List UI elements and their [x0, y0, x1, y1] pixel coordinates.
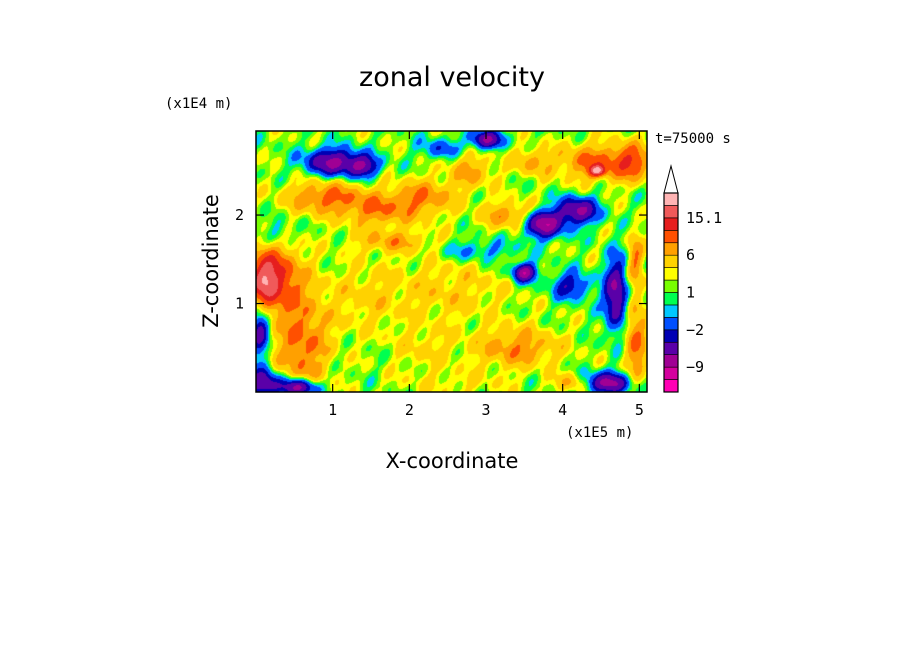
y-tick-label-0: 1	[235, 295, 244, 313]
chart-title: zonal velocity	[359, 62, 545, 93]
heatmap-field	[256, 131, 647, 392]
colorbar-bin-14	[663, 205, 679, 219]
time-label: t=75000 s	[655, 131, 731, 147]
y-axis-ticks: 12	[235, 206, 647, 313]
x-tick-label-0: 1	[328, 401, 337, 419]
colorbar-label-1: 6	[686, 246, 695, 264]
colorbar-label-2: 1	[686, 284, 695, 302]
colorbar-bin-12	[663, 230, 679, 244]
colorbar-bin-13	[663, 217, 679, 231]
x-tick-label-4: 5	[635, 401, 644, 419]
colorbar-bin-2	[663, 354, 679, 368]
x-axis-ticks: 1 2 3 4 5	[328, 131, 644, 419]
colorbar-frame	[663, 192, 679, 393]
colorbar-bin-3	[663, 341, 679, 355]
x-tick-label-2: 3	[481, 401, 490, 419]
colorbar-bin-8	[663, 279, 679, 293]
colorbar-bin-15	[663, 192, 679, 206]
colorbar-bin-6	[663, 304, 679, 318]
y-tick-label-1: 2	[235, 206, 244, 224]
colorbar-bin-1	[663, 366, 679, 380]
y-axis-label: Z-coordinate	[199, 194, 223, 328]
colorbar-bin-11	[663, 242, 679, 256]
x-tick-label-3: 4	[558, 401, 567, 419]
colorbar-bin-10	[663, 254, 679, 268]
x-tick-label-1: 2	[405, 401, 414, 419]
colorbar-extend-arrow	[663, 164, 679, 194]
colorbar-label-0: 15.1	[686, 209, 722, 227]
colorbar: 15.1 6 1 −2 −9	[663, 164, 722, 393]
x-scale-label: (x1E5 m)	[566, 425, 633, 441]
colorbar-bin-7	[663, 292, 679, 306]
colorbar-bin-5	[663, 317, 679, 331]
colorbar-bin-9	[663, 267, 679, 281]
heatmap-field-container	[256, 131, 647, 392]
colorbar-bin-4	[663, 329, 679, 343]
x-axis-label: X-coordinate	[386, 449, 519, 473]
colorbar-label-3: −2	[686, 321, 704, 339]
plot-frame	[255, 130, 648, 393]
colorbar-label-4: −9	[686, 358, 704, 376]
colorbar-bin-0	[663, 379, 679, 393]
y-scale-label: (x1E4 m)	[165, 96, 232, 112]
